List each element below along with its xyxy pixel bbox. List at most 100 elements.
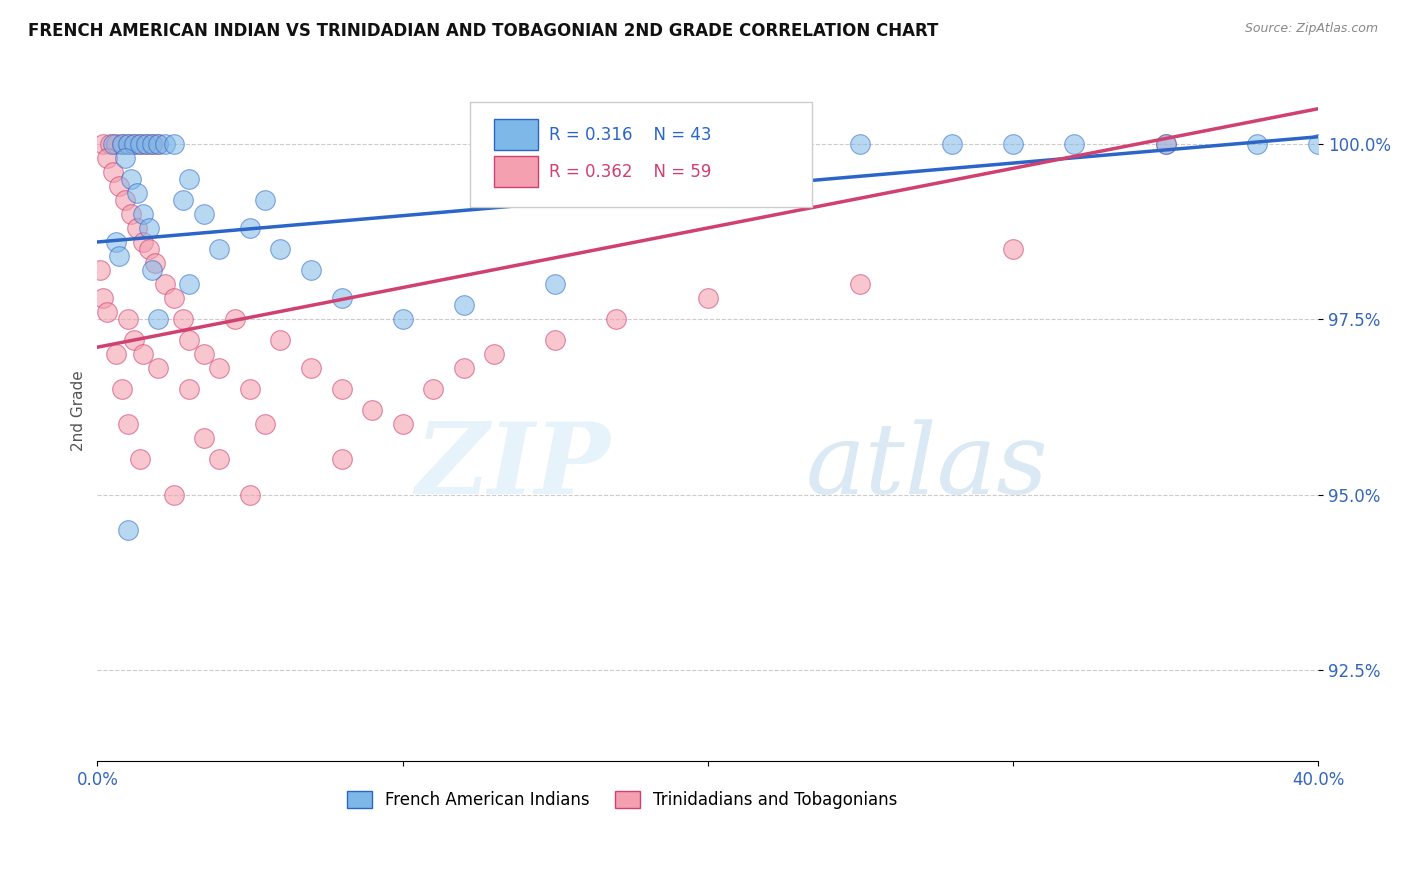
Point <box>453 298 475 312</box>
Point <box>239 221 262 235</box>
Point <box>269 333 291 347</box>
Point <box>107 249 129 263</box>
Point <box>143 256 166 270</box>
Point <box>361 403 384 417</box>
Point <box>544 333 567 347</box>
Point <box>239 382 262 396</box>
Point <box>117 136 139 151</box>
Point <box>208 242 231 256</box>
FancyBboxPatch shape <box>494 156 538 187</box>
Point <box>132 235 155 249</box>
Point <box>104 235 127 249</box>
Point <box>89 263 111 277</box>
Point <box>148 361 170 376</box>
Point <box>129 136 152 151</box>
Point <box>172 193 194 207</box>
Point <box>104 136 127 151</box>
Point <box>153 277 176 291</box>
Point <box>122 333 145 347</box>
Point <box>941 136 963 151</box>
Point <box>120 172 142 186</box>
Point <box>208 452 231 467</box>
Point <box>141 263 163 277</box>
Point <box>330 291 353 305</box>
Point <box>93 136 115 151</box>
Point <box>107 178 129 193</box>
Point <box>93 291 115 305</box>
Point <box>117 523 139 537</box>
Point <box>758 136 780 151</box>
Point <box>120 207 142 221</box>
Point <box>849 136 872 151</box>
Point <box>111 382 134 396</box>
Point <box>135 136 157 151</box>
Point <box>104 347 127 361</box>
Point <box>1246 136 1268 151</box>
Point <box>453 361 475 376</box>
Point <box>696 136 718 151</box>
Point <box>163 487 186 501</box>
Point <box>177 382 200 396</box>
Point <box>299 361 322 376</box>
Point <box>849 277 872 291</box>
Point <box>177 172 200 186</box>
Point <box>129 136 152 151</box>
Point <box>122 136 145 151</box>
Point <box>330 452 353 467</box>
Text: R = 0.316    N = 43: R = 0.316 N = 43 <box>550 126 711 144</box>
Point <box>193 347 215 361</box>
Text: FRENCH AMERICAN INDIAN VS TRINIDADIAN AND TOBAGONIAN 2ND GRADE CORRELATION CHART: FRENCH AMERICAN INDIAN VS TRINIDADIAN AN… <box>28 22 938 40</box>
Point <box>135 136 157 151</box>
Point <box>208 361 231 376</box>
Point <box>239 487 262 501</box>
Point <box>129 452 152 467</box>
Point <box>114 193 136 207</box>
Point <box>177 277 200 291</box>
Point <box>1154 136 1177 151</box>
Point <box>153 136 176 151</box>
Point <box>163 136 186 151</box>
Point <box>163 291 186 305</box>
Point <box>96 305 118 319</box>
Point <box>98 136 121 151</box>
Point <box>138 242 160 256</box>
Point <box>122 136 145 151</box>
Point <box>422 382 444 396</box>
Point <box>177 333 200 347</box>
Text: atlas: atlas <box>806 419 1049 514</box>
Point <box>482 347 505 361</box>
Point <box>224 312 246 326</box>
Point <box>111 136 134 151</box>
Point <box>1063 136 1085 151</box>
Point <box>1154 136 1177 151</box>
Point <box>391 417 413 432</box>
Point <box>111 136 134 151</box>
Point <box>138 221 160 235</box>
Point <box>117 136 139 151</box>
Point <box>1002 136 1025 151</box>
Point <box>132 347 155 361</box>
Point <box>117 417 139 432</box>
Point <box>114 151 136 165</box>
Point <box>269 242 291 256</box>
Point <box>148 312 170 326</box>
Text: R = 0.362    N = 59: R = 0.362 N = 59 <box>550 163 711 181</box>
Point <box>1002 242 1025 256</box>
Point <box>148 136 170 151</box>
Point <box>254 417 277 432</box>
Point <box>299 263 322 277</box>
Point <box>117 312 139 326</box>
FancyBboxPatch shape <box>494 120 538 150</box>
Point <box>1308 136 1330 151</box>
Point <box>96 151 118 165</box>
Point <box>141 136 163 151</box>
Legend: French American Indians, Trinidadians and Tobagonians: French American Indians, Trinidadians an… <box>340 784 904 816</box>
Point <box>193 431 215 445</box>
FancyBboxPatch shape <box>470 102 811 207</box>
Point <box>605 136 627 151</box>
Point <box>391 312 413 326</box>
Point <box>141 136 163 151</box>
Text: ZIP: ZIP <box>415 418 610 515</box>
Point <box>101 136 124 151</box>
Point <box>330 382 353 396</box>
